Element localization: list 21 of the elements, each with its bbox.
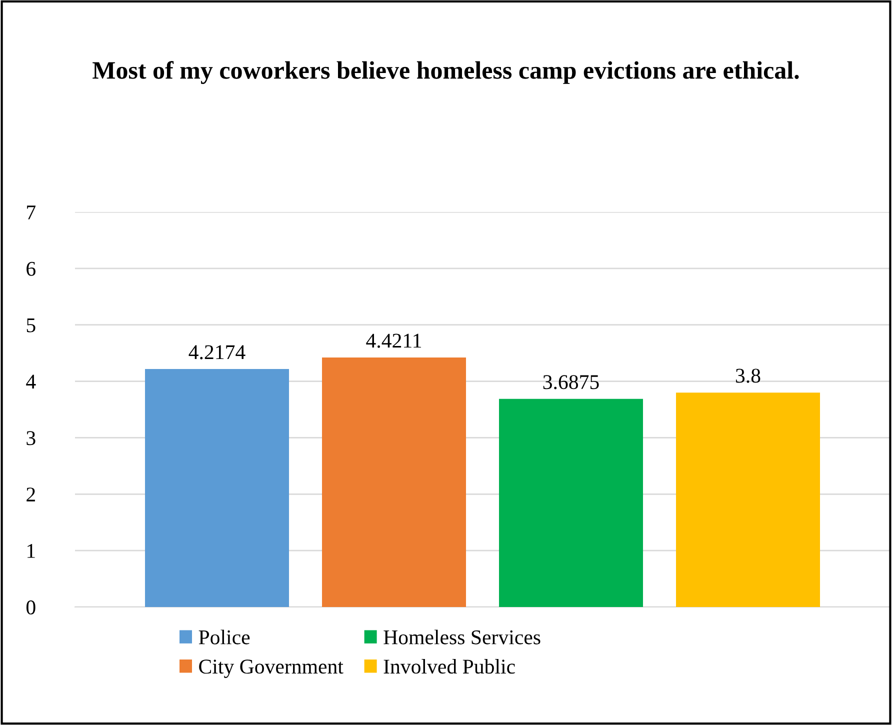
legend-label: Involved Public <box>384 659 515 674</box>
y-tick-label: 4 <box>26 374 36 389</box>
bar <box>322 358 466 607</box>
data-label: 4.4211 <box>366 334 422 348</box>
chart-title: Most of my coworkers believe homeless camp evictions are ethical. <box>92 61 799 84</box>
y-tick-label: 5 <box>26 318 36 332</box>
y-tick-label: 2 <box>26 488 35 502</box>
y-tick-label: 3 <box>26 431 36 446</box>
bar <box>676 392 820 607</box>
data-label: 4.2174 <box>188 345 246 360</box>
legend-label: Homeless Services <box>384 630 540 644</box>
legend-label: Police <box>198 630 250 644</box>
legend-label: City Government <box>199 660 344 678</box>
bar <box>145 369 289 607</box>
data-label: 3.6875 <box>543 375 599 390</box>
y-tick-label: 7 <box>27 206 36 220</box>
data-label: 3.8 <box>736 368 760 383</box>
y-tick-label: 1 <box>28 544 35 558</box>
bar <box>499 398 643 607</box>
y-tick-label: 6 <box>26 262 36 276</box>
y-tick-label: 0 <box>26 600 36 614</box>
